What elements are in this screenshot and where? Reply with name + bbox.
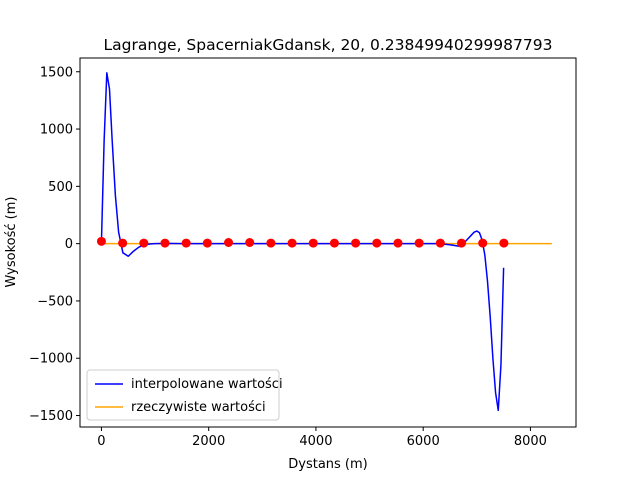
y-axis-label: Wysokość (m) [4,197,19,288]
data-point [308,238,318,248]
x-tick-label: 8000 [514,434,547,449]
x-axis: 0 2000 4000 6000 8000 [97,427,547,449]
y-tick-label: 1000 [40,123,73,138]
y-tick-label: −1500 [29,409,73,424]
y-tick-label: 0 [65,237,73,252]
data-point [118,238,128,248]
data-point [160,238,170,248]
data-point [372,238,382,248]
data-point [181,238,191,248]
plot-area [79,57,577,428]
data-point [414,238,424,248]
x-axis-label: Dystans (m) [288,457,368,472]
y-tick-label: 1500 [40,65,73,80]
y-tick-label: −500 [37,294,73,309]
data-point [245,238,255,247]
data-point [351,238,361,248]
data-point [478,238,488,248]
y-tick-label: 500 [48,180,73,195]
data-point [329,238,339,248]
data-point [96,236,106,246]
data-point [139,238,149,248]
legend: interpolowane wartości rzeczywiste warto… [86,369,283,421]
data-point [202,238,212,248]
legend-box [86,369,280,421]
data-point [457,238,467,248]
data-point [393,238,403,248]
y-tick-label: −1000 [29,352,73,367]
x-tick-label: 6000 [407,434,440,449]
x-tick-label: 4000 [299,434,332,449]
legend-label-actual: rzeczywiste wartości [131,400,266,415]
data-point [266,238,276,248]
data-point [499,238,509,248]
data-point [435,238,445,248]
y-axis: −1500 −1000 −500 0 500 1000 1500 [29,65,80,424]
axes-frame [79,57,577,428]
data-point [224,238,234,247]
legend-label-interpolated: interpolowane wartości [131,377,283,392]
data-point [287,238,297,248]
x-tick-label: 0 [97,434,105,449]
chart-title: Lagrange, SpacerniakGdansk, 20, 0.238499… [104,36,553,54]
series-layer [96,72,552,412]
x-tick-label: 2000 [192,434,225,449]
